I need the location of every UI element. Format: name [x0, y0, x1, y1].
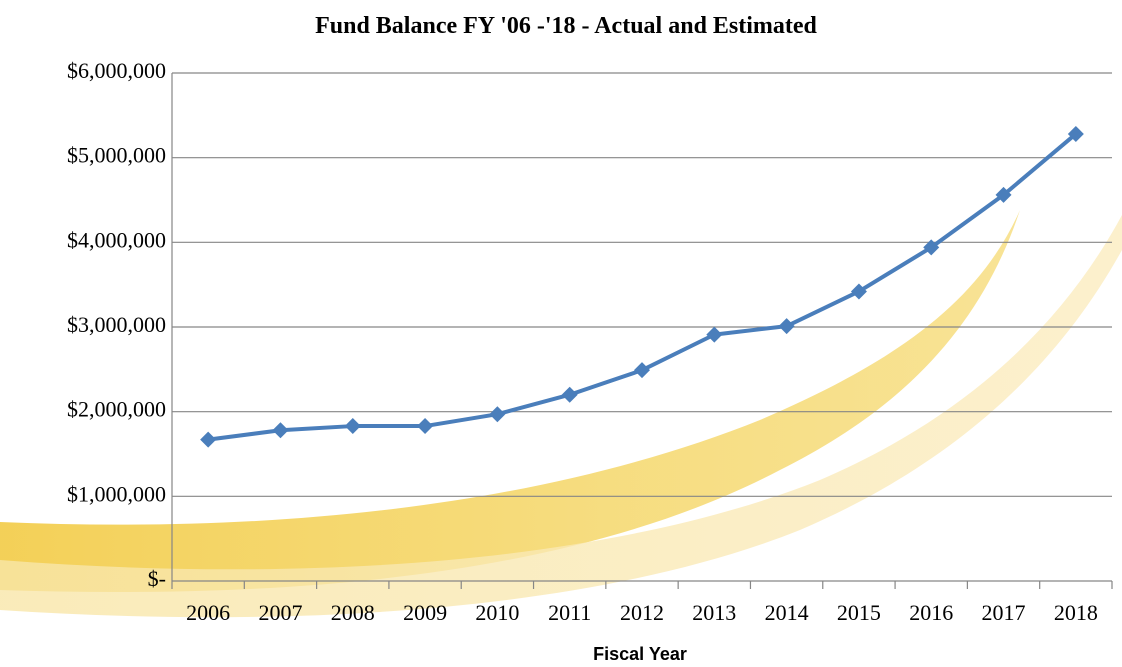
y-tick-label: $5,000,000 [67, 143, 166, 168]
x-tick-label: 2013 [692, 600, 736, 625]
data-point [200, 432, 216, 448]
y-tick-label: $3,000,000 [67, 312, 166, 337]
data-point [779, 318, 795, 334]
y-tick-label: $6,000,000 [67, 58, 166, 83]
x-tick-label: 2012 [620, 600, 664, 625]
chart-title: Fund Balance FY '06 -'18 - Actual and Es… [315, 13, 817, 39]
data-point [634, 362, 650, 378]
x-tick-label: 2016 [909, 600, 953, 625]
x-tick-label: 2018 [1054, 600, 1098, 625]
data-point [272, 422, 288, 438]
y-tick-label: $2,000,000 [67, 397, 166, 422]
x-tick-label: 2006 [186, 600, 230, 625]
x-tick-label: 2011 [548, 600, 591, 625]
y-tick-label: $1,000,000 [67, 481, 166, 506]
x-tick-label: 2015 [837, 600, 881, 625]
x-axis-title: Fiscal Year [593, 644, 687, 664]
data-point [562, 387, 578, 403]
x-tick-label: 2017 [982, 600, 1026, 625]
data-point [345, 418, 361, 434]
data-point [417, 418, 433, 434]
chart: Fund Balance FY '06 -'18 - Actual and Es… [0, 0, 1122, 667]
y-tick-label: $4,000,000 [67, 227, 166, 252]
data-point [489, 406, 505, 422]
x-tick-label: 2008 [331, 600, 375, 625]
x-tick-label: 2007 [258, 600, 302, 625]
data-line [208, 134, 1076, 440]
x-tick-label: 2014 [765, 600, 809, 625]
x-tick-label: 2010 [475, 600, 519, 625]
x-tick-label: 2009 [403, 600, 447, 625]
y-tick-label: $- [148, 566, 166, 591]
decoration [0, 210, 1122, 617]
data-point [706, 327, 722, 343]
